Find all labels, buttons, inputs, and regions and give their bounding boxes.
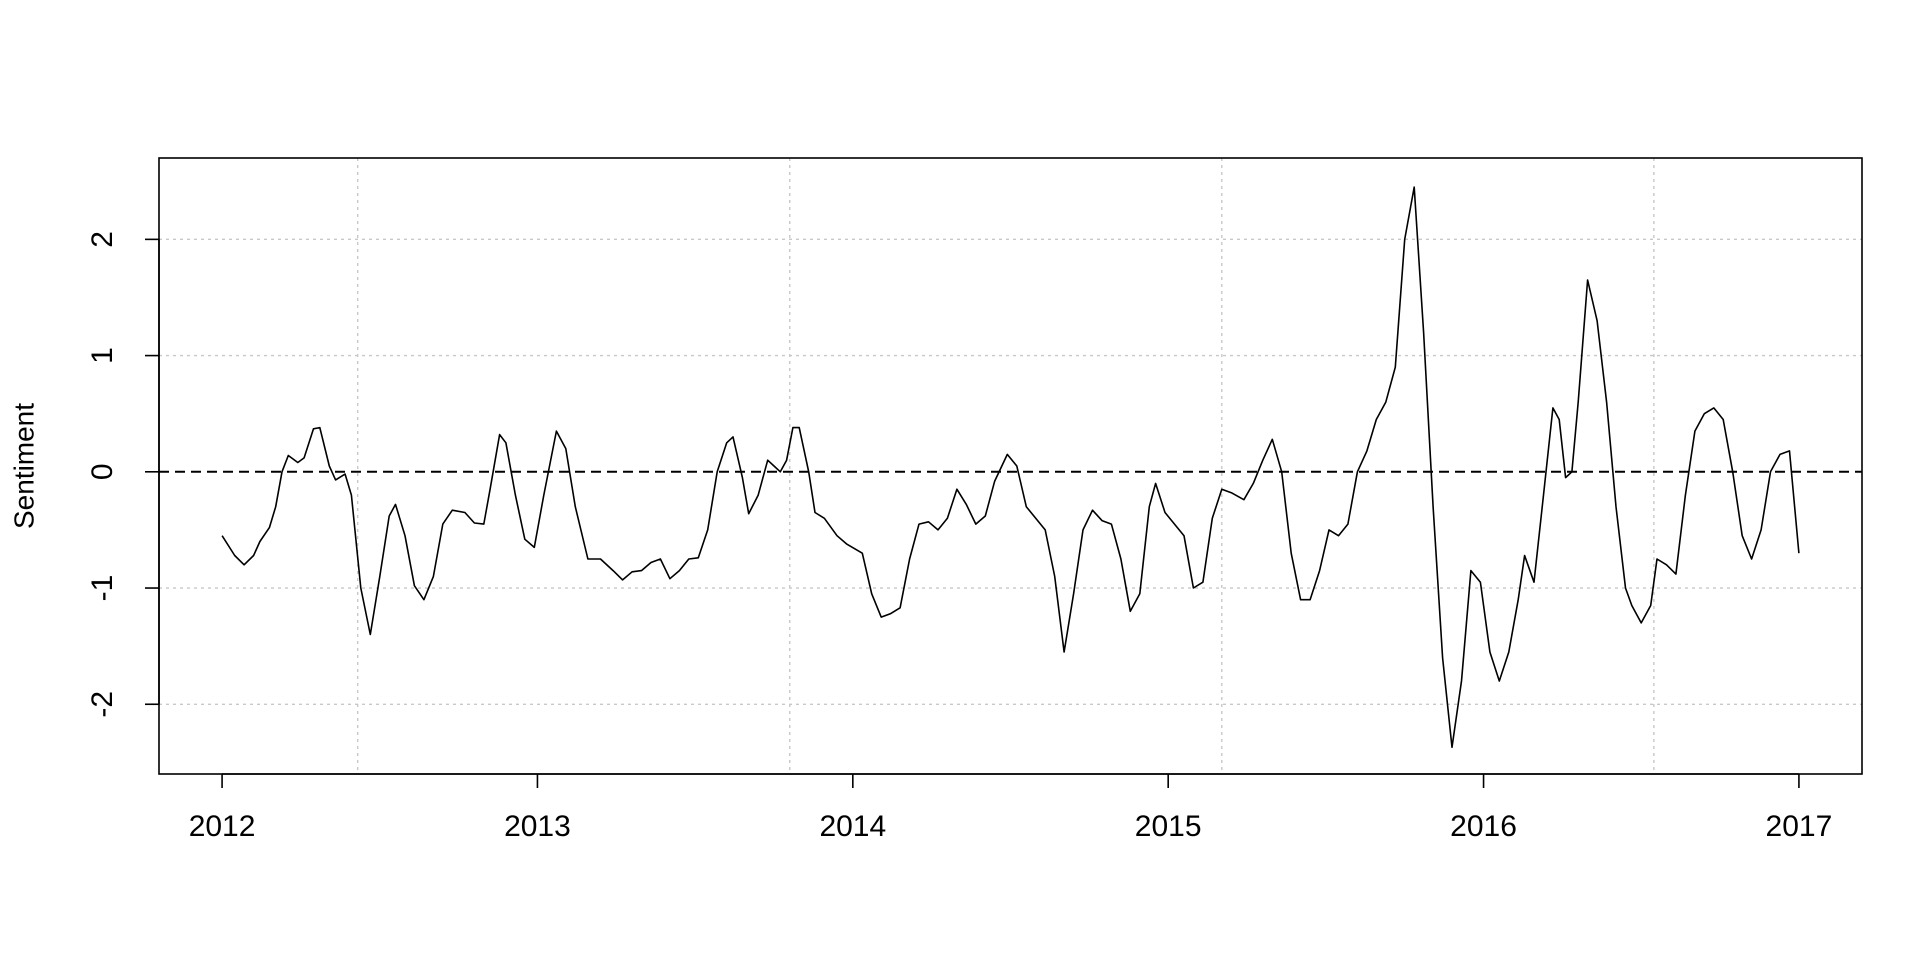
y-tick-label: 0: [86, 463, 119, 480]
y-axis: -2 -1 0 1 2: [86, 231, 160, 718]
plot-frame: [158, 157, 1863, 775]
series-line: [221, 186, 1800, 749]
x-tick-label: 2014: [819, 810, 886, 843]
x-tick-label: 2017: [1766, 810, 1833, 843]
y-tick-label: -2: [86, 691, 119, 718]
x-tick-label: 2013: [504, 810, 571, 843]
x-tick-label: 2012: [189, 810, 256, 843]
x-tick-label: 2016: [1450, 810, 1517, 843]
y-axis-label: Sentiment: [8, 403, 39, 529]
x-axis: 2012 2013 2014 2015 2016 2017: [189, 773, 1833, 843]
y-tick-label: -1: [86, 575, 119, 602]
y-tick-label: 2: [86, 231, 119, 248]
grid-lines: [159, 158, 1862, 774]
x-tick-label: 2015: [1135, 810, 1202, 843]
y-tick-label: 1: [86, 347, 119, 364]
